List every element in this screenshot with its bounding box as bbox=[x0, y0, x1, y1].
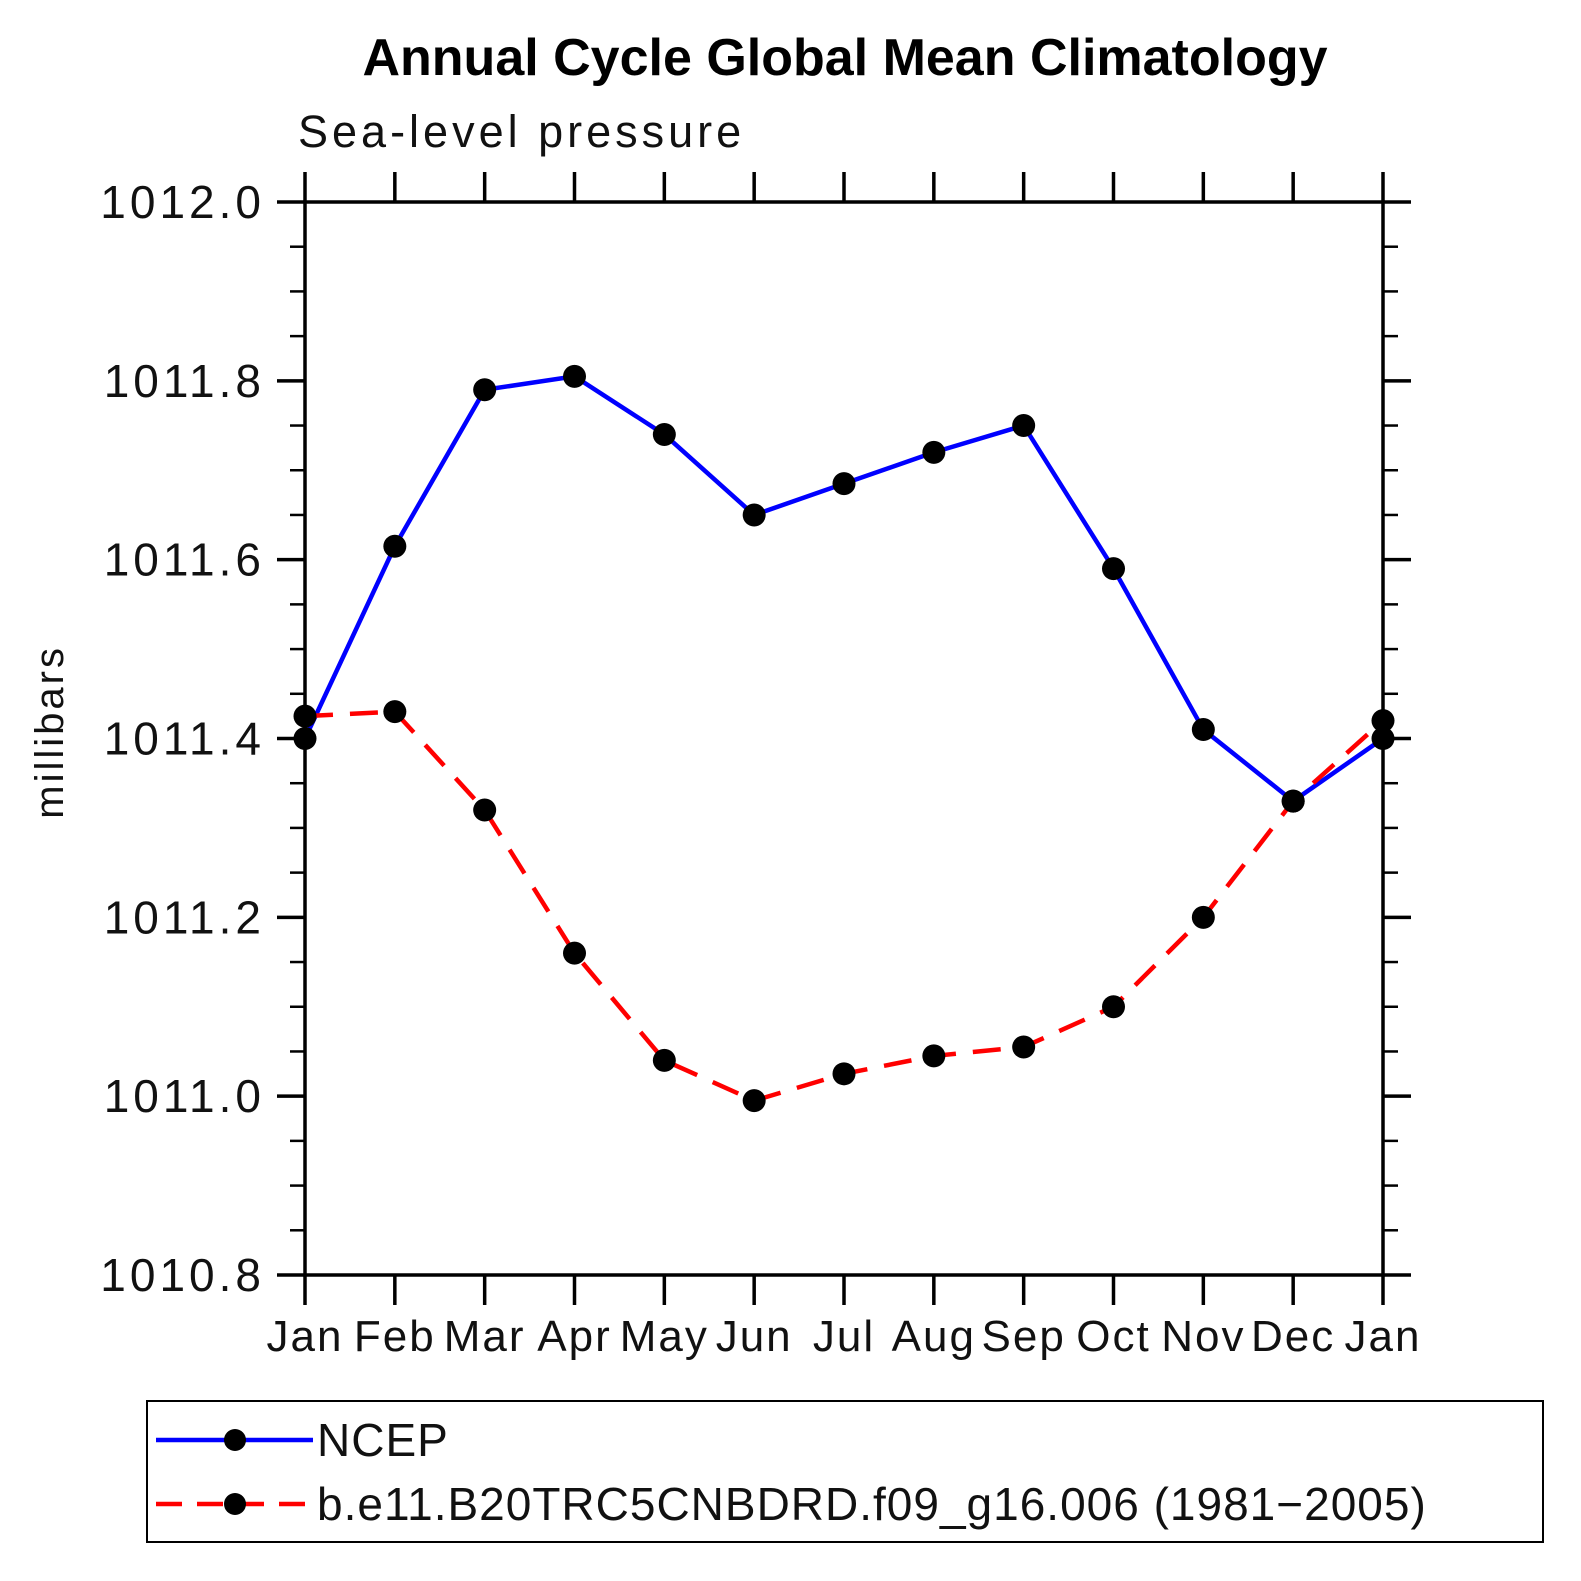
x-tick-label: Mar bbox=[444, 1312, 526, 1361]
y-tick-label: 1011.6 bbox=[104, 534, 265, 586]
x-tick-label: Jan bbox=[267, 1312, 344, 1361]
data-point bbox=[1012, 414, 1036, 438]
x-tick-label: Aug bbox=[892, 1312, 976, 1361]
data-point bbox=[1191, 718, 1215, 742]
data-point bbox=[1191, 905, 1215, 929]
data-point bbox=[1102, 557, 1125, 581]
data-point bbox=[293, 727, 317, 750]
data-point bbox=[742, 1089, 766, 1113]
x-tick-label: Jan bbox=[1345, 1312, 1422, 1361]
data-point bbox=[922, 440, 946, 464]
x-tick-label: May bbox=[620, 1312, 709, 1361]
x-tick-label: Sep bbox=[982, 1312, 1066, 1361]
data-point bbox=[1281, 789, 1305, 813]
series-line-ncep bbox=[302, 374, 1385, 804]
data-point bbox=[832, 472, 856, 496]
data-point bbox=[473, 378, 497, 402]
legend-box: NCEP b.e11.B20TRC5CNBDRD.f09_g16.006 (19… bbox=[146, 1400, 1544, 1543]
x-tick-label: Jul bbox=[813, 1312, 875, 1361]
x-tick-label: Jun bbox=[716, 1312, 793, 1361]
x-tick-label: Nov bbox=[1161, 1312, 1245, 1361]
y-tick-label: 1010.8 bbox=[100, 1249, 265, 1301]
x-tick-labels: Jan Feb Mar Apr May Jun Jul Aug Sep Oct Nov Dec Jan bbox=[267, 1312, 1422, 1361]
x-tick-label: Feb bbox=[354, 1312, 436, 1361]
y-tick-label: 1011.2 bbox=[104, 891, 265, 943]
data-point bbox=[922, 1044, 946, 1068]
data-point bbox=[652, 422, 676, 446]
data-point bbox=[473, 798, 497, 822]
x-tick-label: Oct bbox=[1076, 1312, 1150, 1361]
data-point bbox=[1102, 995, 1125, 1019]
data-point bbox=[1371, 709, 1395, 733]
data-point bbox=[652, 1048, 676, 1072]
y-tick-label: 1011.8 bbox=[104, 355, 265, 407]
legend-sample-model bbox=[156, 1493, 313, 1515]
legend-entry-ncep: NCEP bbox=[152, 1410, 449, 1470]
data-point-markers bbox=[293, 364, 1395, 1113]
data-point bbox=[742, 503, 766, 527]
legend-marker bbox=[224, 1493, 246, 1515]
data-point bbox=[563, 941, 586, 965]
x-tick-label: Apr bbox=[537, 1312, 611, 1361]
data-point bbox=[293, 704, 317, 728]
legend-entry-model: b.e11.B20TRC5CNBDRD.f09_g16.006 (1981−20… bbox=[152, 1474, 1427, 1534]
data-point bbox=[1371, 727, 1395, 750]
series-line-model bbox=[304, 709, 1385, 1103]
chart-title: Annual Cycle Global Mean Climatology bbox=[362, 29, 1328, 87]
data-point bbox=[1012, 1035, 1036, 1059]
y-tick-label: 1012.0 bbox=[100, 176, 265, 228]
y-tick-label: 1011.4 bbox=[104, 713, 265, 765]
x-axis-ticks bbox=[303, 172, 1385, 1305]
legend-sample-ncep bbox=[156, 1429, 313, 1451]
y-tick-labels: 1012.0 1011.8 1011.6 1011.4 1011.2 1011.0 1010… bbox=[100, 176, 265, 1301]
legend-marker bbox=[224, 1429, 246, 1451]
data-point bbox=[563, 364, 586, 388]
y-tick-label: 1011.0 bbox=[104, 1070, 265, 1122]
data-point bbox=[383, 534, 407, 558]
y-axis-ticks bbox=[277, 200, 1411, 1277]
legend-label-ncep: NCEP bbox=[317, 1414, 449, 1466]
data-point bbox=[832, 1062, 856, 1086]
plot-border bbox=[303, 200, 1385, 1277]
chart-subtitle: Sea-level pressure bbox=[298, 106, 746, 157]
legend-label-model: b.e11.B20TRC5CNBDRD.f09_g16.006 (1981−20… bbox=[317, 1478, 1427, 1530]
data-point bbox=[383, 700, 407, 724]
x-tick-label: Dec bbox=[1251, 1312, 1335, 1361]
